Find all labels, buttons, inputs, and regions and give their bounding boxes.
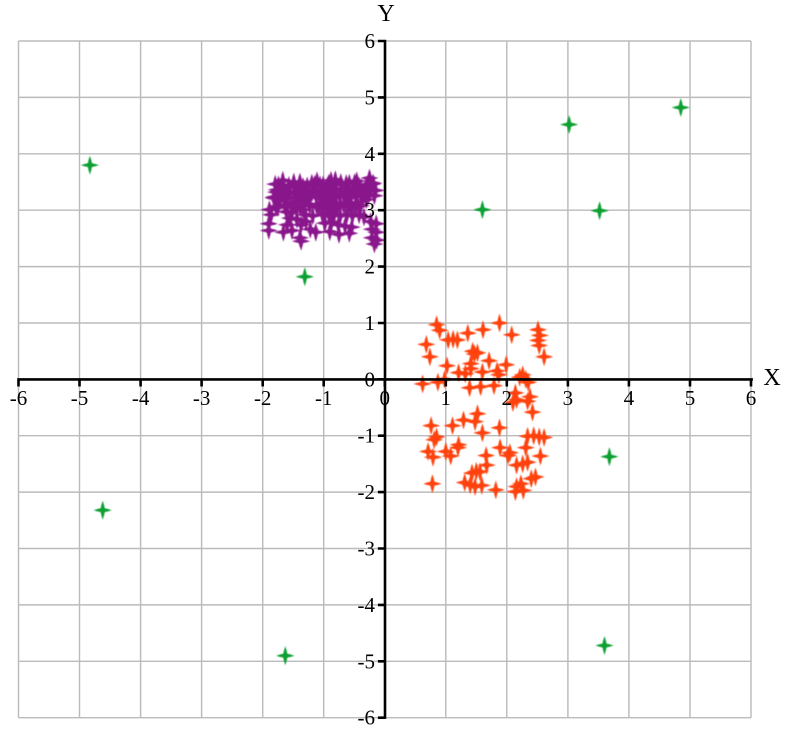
svg-text:1: 1 xyxy=(365,311,376,335)
svg-text:-6: -6 xyxy=(10,386,28,410)
svg-text:3: 3 xyxy=(365,198,376,222)
svg-text:0: 0 xyxy=(380,386,391,410)
svg-text:-5: -5 xyxy=(358,649,376,673)
svg-text:2: 2 xyxy=(502,386,513,410)
svg-text:4: 4 xyxy=(624,386,635,410)
svg-text:-2: -2 xyxy=(358,480,376,504)
svg-text:Y: Y xyxy=(377,1,394,27)
svg-text:6: 6 xyxy=(365,29,376,53)
svg-text:4: 4 xyxy=(365,142,376,166)
svg-text:2: 2 xyxy=(365,255,376,279)
svg-text:-4: -4 xyxy=(358,593,376,617)
svg-text:5: 5 xyxy=(685,386,696,410)
svg-text:-2: -2 xyxy=(254,386,272,410)
svg-text:-5: -5 xyxy=(71,386,89,410)
svg-text:3: 3 xyxy=(563,386,574,410)
svg-text:-4: -4 xyxy=(132,386,150,410)
svg-text:6: 6 xyxy=(746,386,757,410)
svg-text:-1: -1 xyxy=(358,424,376,448)
svg-text:-1: -1 xyxy=(315,386,333,410)
svg-text:X: X xyxy=(763,365,780,391)
svg-text:-6: -6 xyxy=(358,706,376,730)
svg-text:1: 1 xyxy=(441,386,452,410)
svg-text:-3: -3 xyxy=(358,537,376,561)
svg-text:0: 0 xyxy=(365,367,376,391)
svg-text:5: 5 xyxy=(365,85,376,109)
svg-text:-3: -3 xyxy=(193,386,211,410)
